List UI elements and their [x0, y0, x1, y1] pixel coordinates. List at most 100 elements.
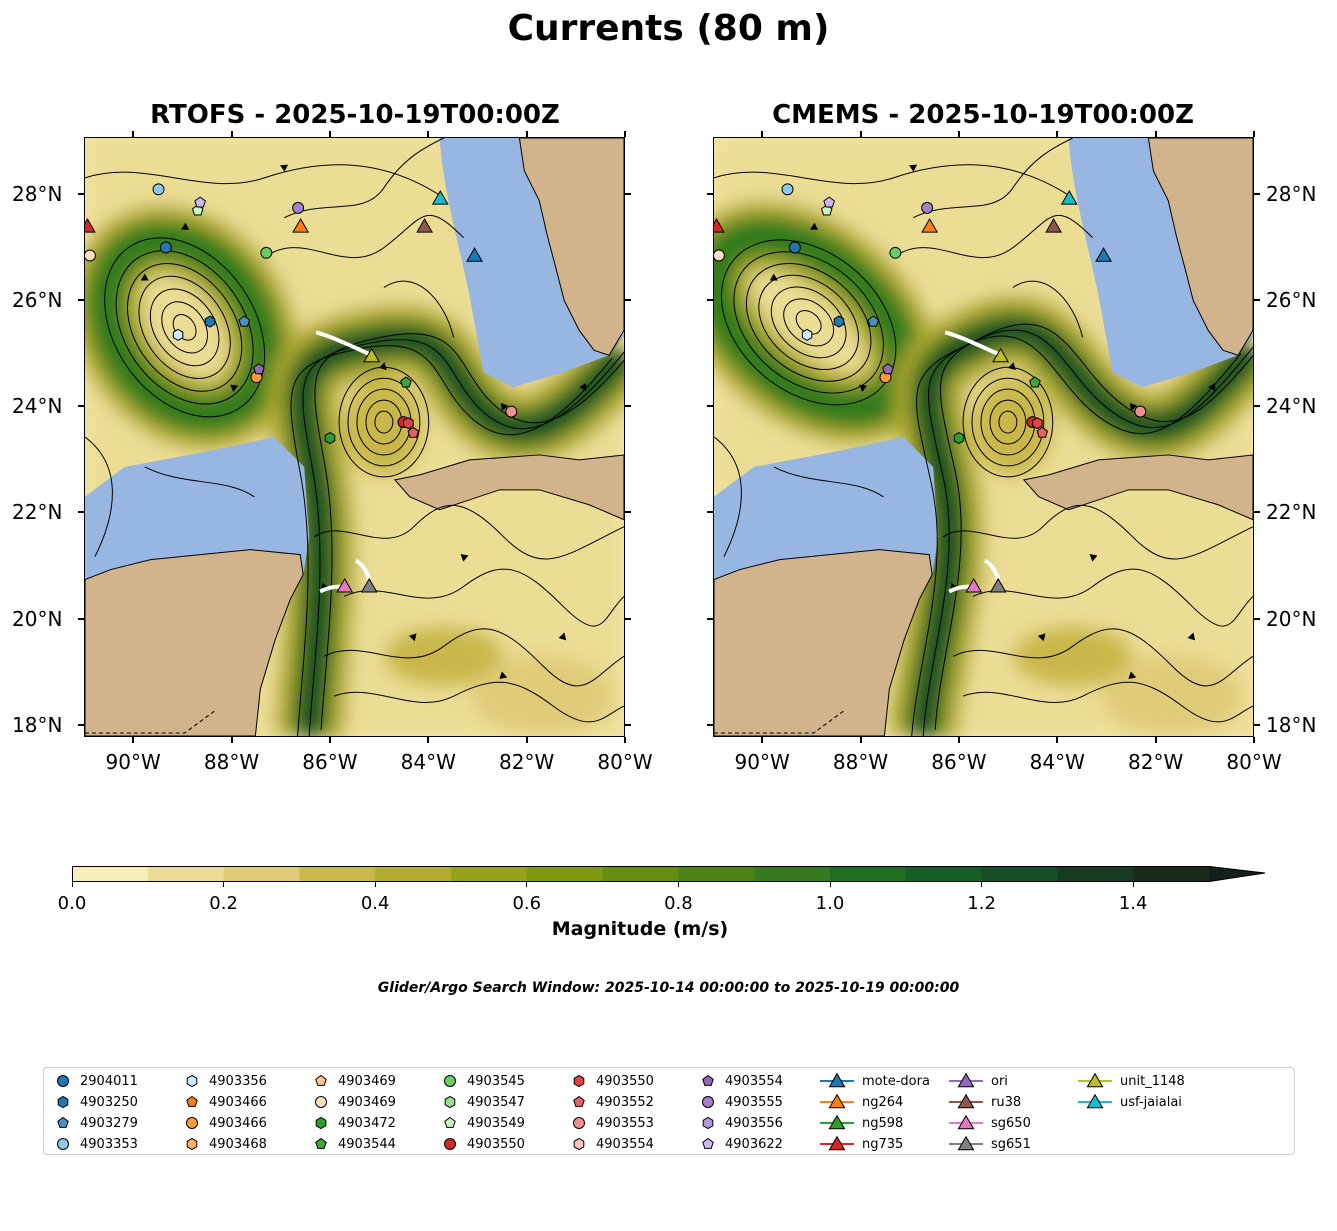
marker-4903550[interactable] — [1032, 417, 1043, 430]
marker-2904011[interactable] — [788, 241, 801, 254]
marker-4903469[interactable] — [85, 249, 96, 262]
marker-sg651[interactable] — [360, 577, 378, 593]
marker-4903555[interactable] — [292, 201, 305, 214]
marker-4903550[interactable] — [403, 417, 414, 430]
marker-sg651[interactable] — [989, 577, 1007, 593]
marker-4903279[interactable] — [238, 315, 251, 327]
streamline — [989, 399, 1027, 445]
marker-ng264[interactable] — [292, 218, 310, 233]
legend-label: ng264 — [862, 1094, 904, 1110]
marker-usf-jaialai[interactable] — [431, 190, 449, 205]
legend-item-mote-dora: mote-dora — [820, 1071, 930, 1091]
marker-4903554[interactable] — [253, 363, 265, 375]
legend-label: 4903550 — [596, 1073, 654, 1089]
streamline — [773, 466, 884, 498]
marker-ng735[interactable] — [714, 218, 725, 233]
legend-label: 4903250 — [80, 1094, 138, 1110]
marker-usf-jaialai[interactable] — [1060, 190, 1078, 205]
marker-4903622[interactable] — [194, 196, 206, 208]
marker-4903555[interactable] — [921, 201, 934, 214]
lon-tick — [957, 737, 960, 743]
marker-4903552[interactable] — [407, 426, 420, 438]
marker-ru38[interactable] — [416, 218, 433, 233]
colorbar-tick — [223, 882, 225, 887]
marker-2904011[interactable] — [159, 241, 172, 254]
yucatan-land — [85, 549, 304, 736]
marker-ng264[interactable] — [921, 218, 939, 233]
marker-sg650[interactable] — [965, 577, 983, 593]
streamline-arrow — [1187, 632, 1196, 641]
legend-label: 4903554 — [725, 1073, 783, 1089]
marker-4903469[interactable] — [714, 249, 725, 262]
streamline — [290, 345, 613, 736]
marker-mote-dora[interactable] — [466, 247, 483, 262]
streamline — [302, 339, 624, 736]
marker-sg650[interactable] — [336, 577, 354, 593]
marker-4903622[interactable] — [823, 196, 835, 208]
marker-4903544[interactable] — [1029, 376, 1041, 388]
hexagon-marker-icon — [573, 1074, 585, 1088]
colorbar-outline — [72, 866, 1266, 882]
triangle-marker-icon — [820, 1114, 854, 1130]
search-window-note: Glider/Argo Search Window: 2025-10-14 00… — [377, 980, 960, 996]
lat-tick — [78, 617, 84, 620]
marker-ng735[interactable] — [85, 218, 96, 233]
lon-label: 82°W — [1128, 750, 1184, 774]
colorbar-label: Magnitude (m/s) — [551, 918, 729, 940]
colorbar-bin — [72, 866, 149, 882]
marker-4903472[interactable] — [953, 432, 965, 445]
marker-4903472[interactable] — [324, 432, 336, 445]
circle-marker-icon — [444, 1075, 456, 1087]
legend-item-2904011: 2904011 — [54, 1071, 138, 1091]
lat-label: 22°N — [1266, 500, 1317, 525]
streamline-arrow — [1128, 671, 1137, 679]
marker-4903250[interactable] — [833, 315, 845, 328]
marker-4903553[interactable] — [505, 405, 518, 418]
streamline-arrow — [909, 164, 918, 172]
lat-tick — [1254, 405, 1260, 408]
marker-4903544[interactable] — [400, 376, 412, 388]
colorbar-bin — [754, 866, 831, 882]
marker-4903353[interactable] — [781, 183, 794, 196]
legend-label: mote-dora — [862, 1073, 930, 1089]
marker-4903553[interactable] — [1134, 405, 1147, 418]
triangle-marker-icon — [820, 1135, 854, 1151]
colorbar-bin — [375, 866, 452, 882]
legend-item-4903549: 4903549 — [441, 1113, 525, 1133]
streamline — [138, 275, 231, 379]
marker-4903552[interactable] — [1036, 426, 1049, 438]
colorbar-bin — [147, 866, 225, 882]
marker-4903279[interactable] — [867, 315, 880, 327]
marker-4903356[interactable] — [172, 328, 184, 341]
marker-mote-dora[interactable] — [1095, 247, 1112, 262]
legend-label: sg651 — [991, 1136, 1031, 1152]
streamline — [161, 301, 208, 354]
marker-4903554[interactable] — [882, 363, 894, 375]
marker-4903353[interactable] — [152, 183, 165, 196]
streamline — [770, 286, 847, 359]
legend-item-4903250: 4903250 — [54, 1092, 138, 1112]
marker-4903250[interactable] — [204, 315, 216, 328]
streamline — [323, 628, 624, 687]
marker-unit-1148[interactable] — [992, 347, 1010, 363]
marker-unit-1148[interactable] — [363, 347, 381, 363]
colorbar-tick-label: 1.2 — [967, 893, 996, 914]
marker-4903356[interactable] — [801, 328, 813, 341]
streamline — [913, 138, 1073, 219]
lat-label: 20°N — [1266, 606, 1317, 631]
lon-label: 88°W — [832, 750, 889, 774]
marker-ru38[interactable] — [1045, 218, 1062, 233]
colorbar-tick-label: 0.4 — [360, 893, 390, 914]
streamline — [1012, 280, 1084, 338]
marker-4903545[interactable] — [260, 246, 273, 259]
legend-item-sg650: sg650 — [949, 1113, 1031, 1133]
marker-4903545[interactable] — [889, 246, 902, 259]
legend-item-4903555: 4903555 — [699, 1092, 783, 1112]
legend-item-ru38: ru38 — [949, 1092, 1021, 1112]
colorbar-extend — [1209, 866, 1265, 882]
legend-item-4903472: 4903472 — [312, 1113, 396, 1133]
streamline — [714, 436, 742, 557]
streamline — [85, 436, 113, 557]
circle-marker-icon — [444, 1138, 456, 1150]
